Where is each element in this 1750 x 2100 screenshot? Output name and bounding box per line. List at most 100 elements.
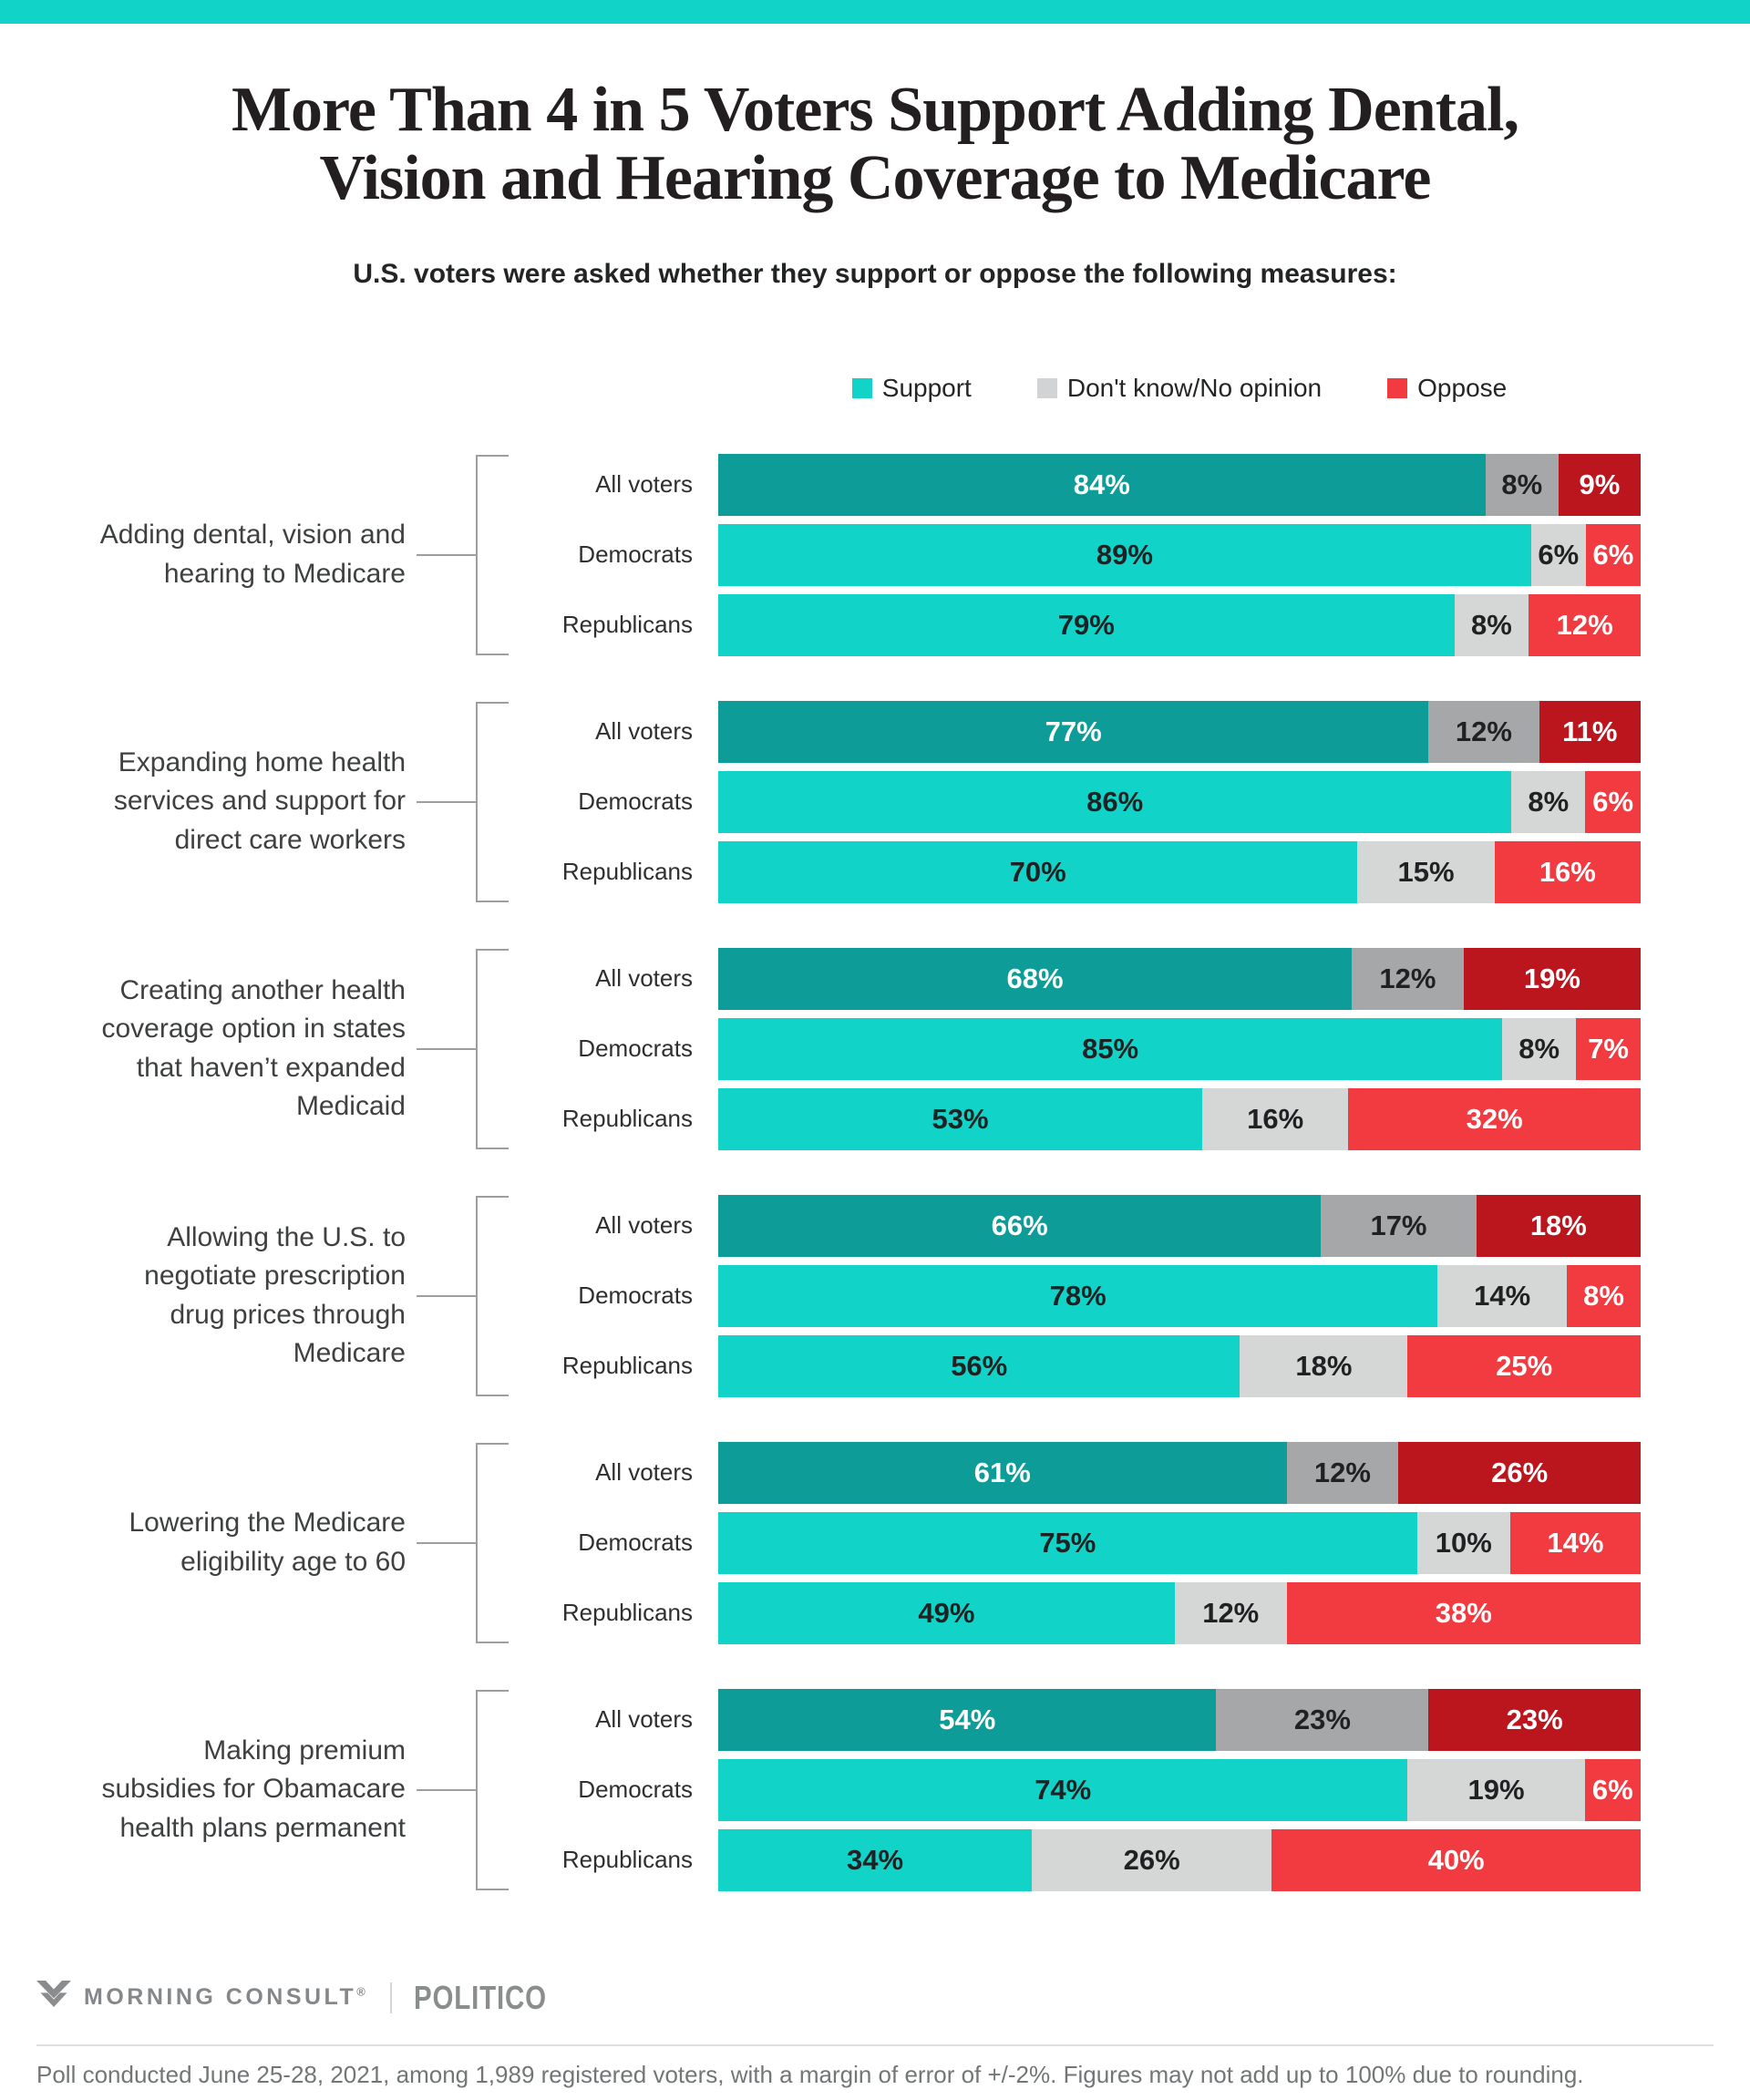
bar-segment-dont_know: 12% bbox=[1428, 700, 1539, 763]
bar-row: Democrats 74% 19% 6% bbox=[510, 1758, 1641, 1821]
bar-segment-support: 53% bbox=[718, 1087, 1203, 1150]
bar-rows: All voters 84% 8% 9% Democrats 89% 6% 6% Republi… bbox=[510, 453, 1642, 656]
measure-bracket bbox=[406, 454, 510, 656]
bracket-line-icon bbox=[417, 1195, 509, 1396]
bracket-line-icon bbox=[417, 1442, 509, 1643]
measure-bracket bbox=[406, 1195, 510, 1397]
footer-rule bbox=[36, 2043, 1714, 2046]
bar-segment-dont_know: 18% bbox=[1240, 1334, 1408, 1397]
bracket-line-icon bbox=[417, 701, 509, 902]
bar-rows: All voters 68% 12% 19% Democrats 85% 8% 7% Repub… bbox=[510, 947, 1641, 1150]
bar-row: Democrats 85% 8% 7% bbox=[510, 1017, 1641, 1080]
bar-segment-dont_know: 8% bbox=[1511, 770, 1586, 833]
bar-row: Republicans 49% 12% 38% bbox=[510, 1581, 1641, 1644]
brand-row: MORNING CONSULT® POLITICO bbox=[36, 1979, 1714, 2017]
stacked-bar: 84% 8% 9% bbox=[718, 453, 1641, 516]
bar-segment-oppose: 40% bbox=[1271, 1828, 1641, 1891]
bar-segment-dont_know: 8% bbox=[1454, 593, 1529, 656]
bracket-line-icon bbox=[417, 454, 509, 655]
bar-segment-oppose: 38% bbox=[1286, 1581, 1641, 1644]
morning-consult-wordmark: MORNING CONSULT® bbox=[84, 1984, 369, 2011]
bar-segment-support: 61% bbox=[718, 1441, 1287, 1504]
bar-segment-dont_know: 10% bbox=[1416, 1511, 1510, 1574]
chart-legend: Support Don't know/No opinion Oppose bbox=[0, 374, 1750, 403]
measure-group: Expanding home health services and suppo… bbox=[91, 700, 1641, 903]
bar-segment-support: 79% bbox=[718, 593, 1455, 656]
measure-group: Creating another health coverage option … bbox=[91, 947, 1641, 1150]
stacked-bar: 78% 14% 8% bbox=[718, 1264, 1641, 1327]
measure-label: Expanding home health services and suppo… bbox=[113, 746, 406, 856]
measure-bracket bbox=[406, 1442, 510, 1644]
bar-segment-support: 89% bbox=[718, 523, 1531, 586]
bar-segment-support: 85% bbox=[718, 1017, 1503, 1080]
support-swatch-icon bbox=[851, 377, 872, 398]
legend-label-dont-know: Don't know/No opinion bbox=[1066, 373, 1323, 402]
bar-rows: All voters 61% 12% 26% Democrats 75% 10% 14% Rep… bbox=[510, 1441, 1642, 1644]
bar-segment-dont_know: 23% bbox=[1216, 1688, 1429, 1751]
bar-segment-support: 74% bbox=[718, 1758, 1408, 1821]
measure-group: Adding dental, vision and hearing to Med… bbox=[91, 453, 1642, 656]
measure-label: Creating another health coverage option … bbox=[101, 974, 406, 1122]
bar-row: All voters 66% 17% 18% bbox=[510, 1194, 1642, 1257]
bar-segment-oppose: 26% bbox=[1398, 1441, 1642, 1504]
measure-label: Lowering the Medicare eligibility age to… bbox=[129, 1508, 406, 1577]
brand-divider bbox=[390, 1982, 393, 2013]
bar-segment-oppose: 11% bbox=[1539, 700, 1641, 763]
bar-row: Democrats 89% 6% 6% bbox=[510, 523, 1642, 586]
bar-row-label: Republicans bbox=[561, 1105, 693, 1133]
measure-group: Making premium subsidies for Obamacare h… bbox=[91, 1688, 1642, 1891]
bar-segment-dont_know: 16% bbox=[1202, 1087, 1349, 1150]
bar-row-label: All voters bbox=[595, 717, 693, 746]
measure-bracket bbox=[406, 1689, 510, 1891]
bar-row-label: Democrats bbox=[578, 1282, 693, 1310]
bar-segment-dont_know: 8% bbox=[1502, 1017, 1577, 1080]
bracket-line-icon bbox=[417, 948, 509, 1149]
bar-row: Republicans 34% 26% 40% bbox=[510, 1828, 1641, 1891]
stacked-bar: 56% 18% 25% bbox=[718, 1334, 1641, 1397]
bar-row: All voters 61% 12% 26% bbox=[510, 1441, 1642, 1504]
bar-segment-support: 54% bbox=[718, 1688, 1217, 1751]
stacked-bar: 89% 6% 6% bbox=[718, 523, 1642, 586]
bar-segment-oppose: 18% bbox=[1476, 1194, 1642, 1257]
bar-row-label: Democrats bbox=[578, 1529, 693, 1557]
bar-row-label: Democrats bbox=[578, 1776, 693, 1804]
bar-row-label: Republicans bbox=[561, 858, 693, 886]
bar-row-label: Democrats bbox=[578, 540, 693, 569]
measure-group: Lowering the Medicare eligibility age to… bbox=[91, 1441, 1642, 1644]
bar-segment-support: 75% bbox=[718, 1511, 1417, 1574]
bar-segment-dont_know: 19% bbox=[1407, 1758, 1585, 1821]
legend-item-oppose: Oppose bbox=[1387, 374, 1507, 403]
measure-label: Adding dental, vision and hearing to Med… bbox=[99, 520, 406, 589]
measure-label: Making premium subsidies for Obamacare h… bbox=[101, 1735, 407, 1844]
top-accent-strip bbox=[0, 0, 1750, 24]
bar-row-label: Democrats bbox=[578, 1035, 693, 1063]
stacked-bar: 74% 19% 6% bbox=[718, 1758, 1641, 1821]
legend-item-support: Support bbox=[851, 374, 972, 403]
stacked-bar: 70% 15% 16% bbox=[718, 840, 1641, 903]
footer: MORNING CONSULT® POLITICO Poll conducted… bbox=[36, 1979, 1714, 2089]
bar-segment-dont_know: 14% bbox=[1437, 1264, 1568, 1327]
bar-segment-support: 78% bbox=[718, 1264, 1438, 1327]
bar-row: Republicans 79% 8% 12% bbox=[510, 593, 1642, 656]
stacked-bar: 61% 12% 26% bbox=[718, 1441, 1642, 1504]
bar-segment-dont_know: 26% bbox=[1032, 1828, 1272, 1891]
stacked-bar: 79% 8% 12% bbox=[718, 593, 1642, 656]
bar-segment-support: 56% bbox=[718, 1334, 1240, 1397]
bar-segment-support: 34% bbox=[718, 1828, 1033, 1891]
measure-bracket bbox=[406, 701, 510, 903]
page-title-line2: Vision and Hearing Coverage to Medicare bbox=[319, 142, 1432, 213]
methodology-footnote: Poll conducted June 25-28, 2021, among 1… bbox=[36, 2060, 1584, 2088]
page-title-line1: More Than 4 in 5 Voters Support Adding D… bbox=[231, 75, 1519, 145]
stacked-bar: 75% 10% 14% bbox=[718, 1511, 1641, 1574]
bar-row-label: All voters bbox=[595, 964, 693, 993]
bar-segment-support: 86% bbox=[718, 770, 1512, 833]
page-title: More Than 4 in 5 Voters Support Adding D… bbox=[0, 75, 1750, 213]
bar-row-label: All voters bbox=[595, 1458, 693, 1487]
bar-row: Democrats 78% 14% 8% bbox=[510, 1264, 1641, 1327]
bar-segment-support: 66% bbox=[718, 1194, 1322, 1257]
bar-segment-dont_know: 6% bbox=[1530, 523, 1586, 586]
bar-row: Democrats 75% 10% 14% bbox=[510, 1511, 1641, 1574]
bar-segment-support: 84% bbox=[718, 453, 1486, 516]
bar-row: Republicans 70% 15% 16% bbox=[510, 840, 1641, 903]
bar-row: Republicans 53% 16% 32% bbox=[510, 1087, 1641, 1150]
